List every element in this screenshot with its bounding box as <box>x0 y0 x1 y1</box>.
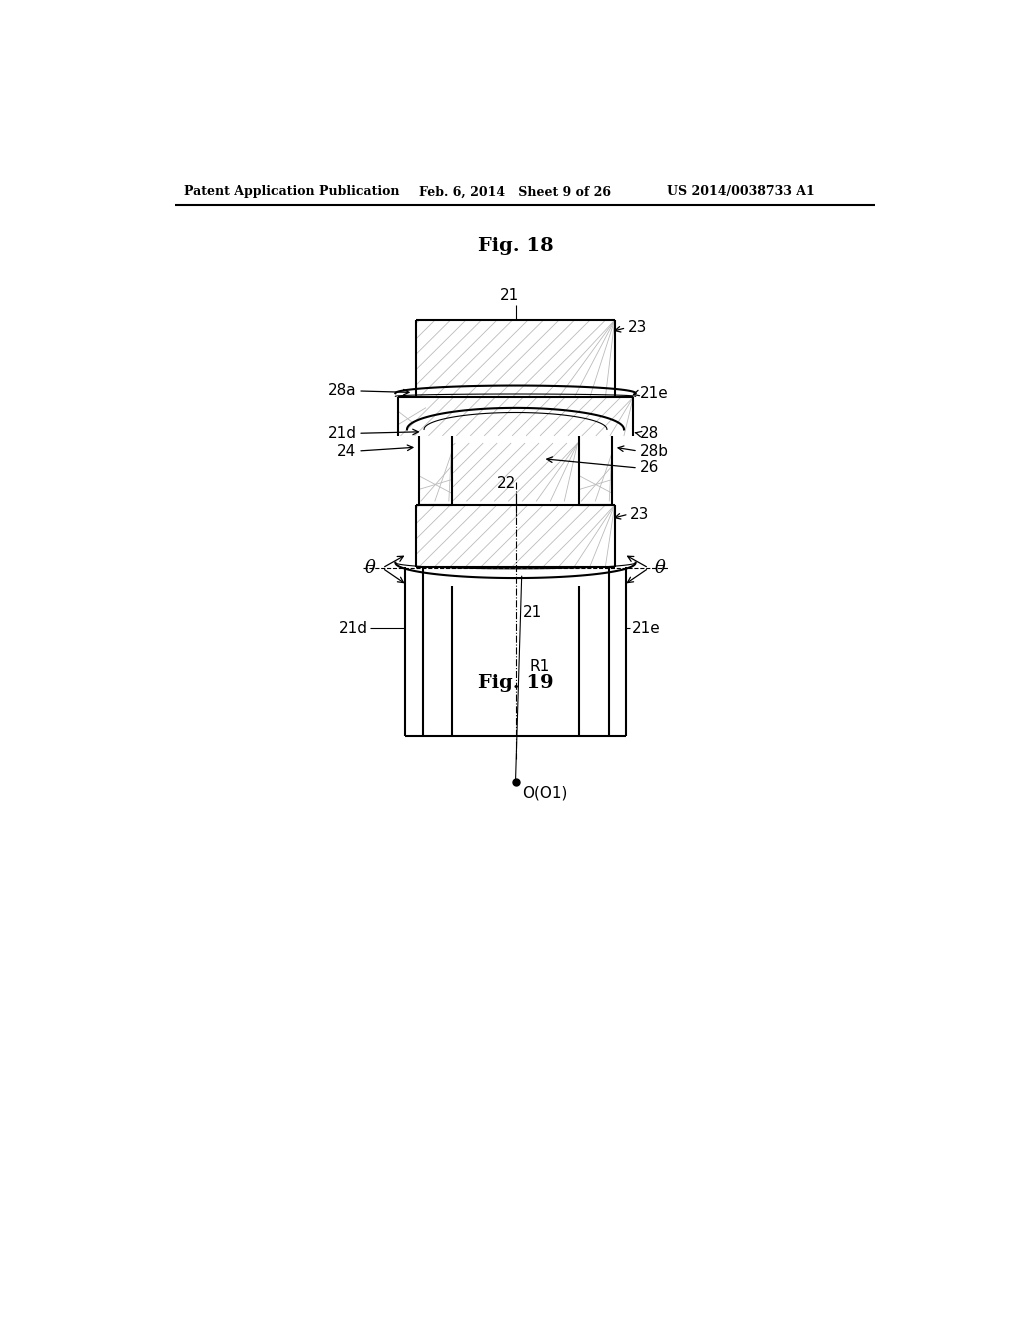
Text: 28: 28 <box>640 426 658 441</box>
Text: 28a: 28a <box>328 383 356 399</box>
Text: 21: 21 <box>500 288 519 304</box>
Text: 26: 26 <box>640 461 658 475</box>
Text: US 2014/0038733 A1: US 2014/0038733 A1 <box>667 185 814 198</box>
Text: 21d: 21d <box>328 426 356 441</box>
Text: 21: 21 <box>523 605 543 620</box>
Text: θ: θ <box>655 560 666 577</box>
Text: 21d: 21d <box>339 620 369 636</box>
Text: Fig. 18: Fig. 18 <box>477 238 553 255</box>
Text: 24: 24 <box>337 444 356 458</box>
Text: 21e: 21e <box>632 620 660 636</box>
Text: 28b: 28b <box>640 444 669 458</box>
Text: Fig. 19: Fig. 19 <box>477 675 553 692</box>
Text: O(O1): O(O1) <box>521 785 567 801</box>
Text: Patent Application Publication: Patent Application Publication <box>183 185 399 198</box>
Text: θ: θ <box>366 560 376 577</box>
Text: Feb. 6, 2014   Sheet 9 of 26: Feb. 6, 2014 Sheet 9 of 26 <box>419 185 610 198</box>
Text: 21e: 21e <box>640 385 669 401</box>
Text: 23: 23 <box>628 321 647 335</box>
Text: 22: 22 <box>497 477 516 491</box>
Text: 23: 23 <box>630 507 649 521</box>
Text: R1: R1 <box>529 659 550 675</box>
